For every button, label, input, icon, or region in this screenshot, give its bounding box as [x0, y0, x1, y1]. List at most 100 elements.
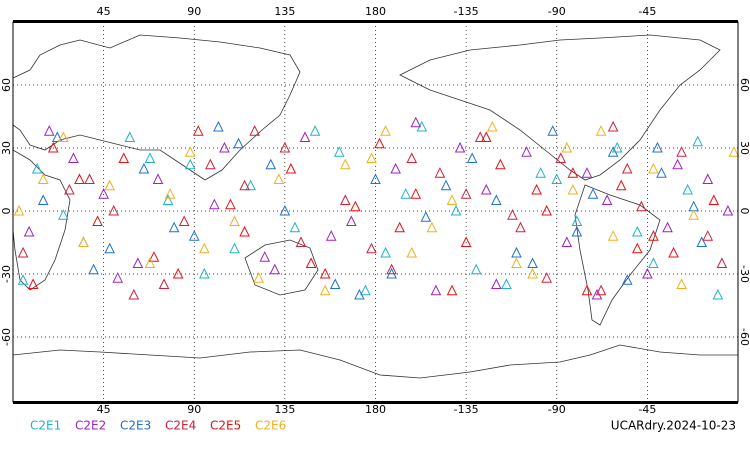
- bottom-bar: [13, 401, 738, 404]
- obs-point: [581, 284, 593, 296]
- x-tick-label-bottom: -90: [548, 403, 566, 416]
- obs-point: [400, 188, 412, 199]
- obs-point: [350, 200, 361, 212]
- obs-point: [279, 141, 291, 153]
- obs-point: [319, 284, 331, 296]
- obs-point: [722, 204, 734, 216]
- obs-point: [219, 141, 230, 153]
- obs-point: [279, 204, 291, 216]
- obs-point: [259, 251, 271, 262]
- obs-point: [17, 274, 29, 285]
- obs-point: [239, 179, 250, 191]
- obs-point: [454, 141, 466, 153]
- obs-point: [354, 288, 365, 300]
- obs-point: [672, 158, 683, 170]
- obs-point: [708, 194, 720, 205]
- obs-point: [37, 194, 49, 205]
- obs-point: [621, 274, 633, 285]
- obs-point: [571, 225, 583, 237]
- obs-point: [74, 173, 85, 184]
- africa-coast: [12, 149, 71, 291]
- obs-point: [501, 278, 512, 289]
- australia-coast: [244, 239, 319, 296]
- obs-point: [47, 141, 59, 153]
- obs-point: [648, 257, 659, 268]
- obs-point: [78, 236, 89, 247]
- obs-point: [511, 246, 522, 258]
- obs-point: [366, 242, 377, 254]
- obs-point: [652, 141, 663, 153]
- x-tick-label-top: 135: [274, 5, 295, 18]
- obs-point: [148, 251, 160, 262]
- obs-point: [339, 158, 351, 170]
- obs-point: [112, 272, 124, 283]
- y-tick-label-right: 0: [738, 208, 750, 215]
- obs-point: [333, 146, 345, 157]
- obs-point: [507, 209, 518, 220]
- obs-point: [386, 263, 397, 275]
- obs-point: [450, 204, 462, 216]
- obs-point: [446, 284, 458, 296]
- x-tick-label-bottom: 180: [365, 403, 386, 416]
- obs-point: [728, 146, 740, 157]
- obs-point: [229, 215, 240, 226]
- y-tick-label-left: -60: [0, 328, 13, 346]
- obs-point: [374, 137, 385, 149]
- obs-point: [239, 225, 250, 237]
- legend: C2E1 C2E2 C2E3 C2E4 C2E5 C2E6: [30, 419, 286, 433]
- obs-point: [692, 135, 704, 147]
- obs-point: [474, 131, 486, 142]
- obs-point: [682, 183, 693, 195]
- y-tick-label-left: 30: [0, 141, 13, 155]
- obs-point: [712, 288, 724, 300]
- obs-point: [460, 188, 472, 199]
- obs-point: [98, 188, 109, 199]
- obs-point: [17, 246, 29, 258]
- source-label: UCARdry.2024-10-23: [611, 419, 736, 433]
- obs-point: [229, 242, 240, 254]
- obs-point: [561, 141, 573, 153]
- obs-point: [199, 242, 210, 254]
- obs-point: [607, 230, 619, 241]
- obs-point: [470, 263, 482, 275]
- obs-point: [410, 188, 422, 199]
- obs-point: [58, 209, 69, 220]
- obs-point: [511, 257, 522, 268]
- obs-point: [527, 267, 538, 279]
- obs-point: [108, 204, 120, 216]
- y-tick-label-left: -30: [0, 265, 13, 283]
- obs-point: [164, 188, 176, 199]
- obs-point: [92, 215, 103, 226]
- obs-point: [299, 131, 311, 142]
- obs-point: [390, 162, 401, 174]
- obs-point: [716, 257, 728, 268]
- y-tick-label-right: 60: [738, 78, 750, 92]
- y-tick-label-right: -60: [738, 328, 750, 346]
- obs-point: [587, 188, 599, 199]
- top-bar: [13, 20, 738, 23]
- obs-point: [289, 221, 301, 233]
- obs-point: [319, 267, 331, 279]
- x-tick-label-bottom: -135: [454, 403, 479, 416]
- obs-point: [621, 162, 633, 174]
- obs-point: [325, 230, 337, 241]
- obs-point: [58, 131, 69, 142]
- x-tick-label-bottom: 135: [274, 403, 295, 416]
- obs-point: [434, 167, 446, 178]
- obs-point: [43, 125, 55, 136]
- obs-point: [607, 120, 619, 132]
- obs-point: [430, 284, 442, 296]
- x-tick-label-bottom: 90: [187, 403, 201, 416]
- obs-point: [339, 194, 351, 205]
- obs-point: [68, 152, 79, 163]
- antarctica-coast: [12, 344, 738, 379]
- obs-point: [13, 204, 25, 216]
- obs-point: [188, 230, 200, 241]
- obs-point: [104, 242, 115, 254]
- obs-point: [521, 146, 532, 157]
- obs-point: [460, 236, 472, 247]
- points: [13, 116, 740, 300]
- obs-point: [144, 257, 156, 268]
- obs-point: [595, 125, 607, 136]
